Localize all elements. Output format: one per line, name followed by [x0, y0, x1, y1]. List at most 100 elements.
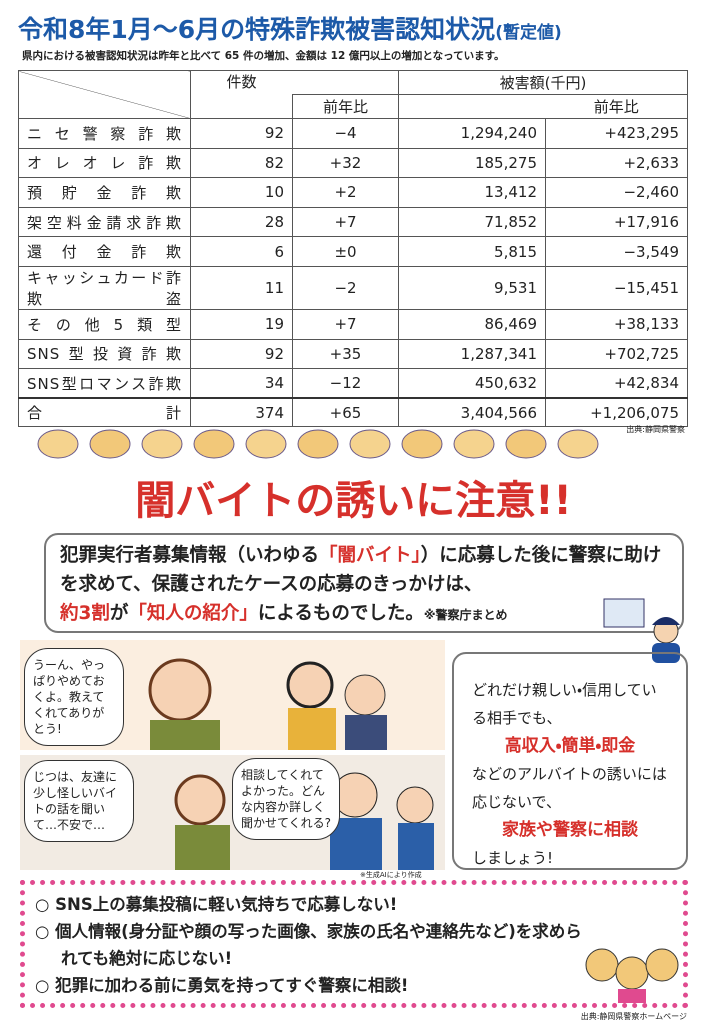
- cell: 19: [190, 308, 293, 340]
- title-text: 令和8年1月～6月の特殊詐欺被害認知状況: [18, 15, 496, 44]
- table-row: 預貯金詐欺 10 +2 13,412 −2,460: [18, 177, 688, 208]
- officer2: [396, 786, 434, 824]
- girl-body: [175, 825, 230, 870]
- mascot: [193, 429, 235, 459]
- advice-em: 高収入・簡単・即金: [504, 736, 636, 756]
- total-row: 合計 374 +65 3,404,566 +1,206,075: [18, 397, 688, 427]
- officer-body: [330, 818, 382, 870]
- title-note: (暫定値): [495, 23, 562, 43]
- mascot: [297, 429, 339, 459]
- table-row: SNS型投資詐欺 92 +35 1,287,341 +702,725: [18, 338, 688, 370]
- cell: +2: [292, 177, 399, 208]
- lead-box: 犯罪実行者募集情報（いわゆる「闇バイト」）に応募した後に警察に助けを求めて、保護…: [44, 533, 684, 633]
- cell: 1,294,240: [398, 118, 546, 149]
- mascot-body: [618, 989, 646, 1003]
- cell: +7: [292, 206, 399, 238]
- header-cell: [398, 94, 546, 119]
- mascot-row: [37, 429, 599, 459]
- header-cell: 件数: [190, 70, 293, 119]
- cell: −4: [292, 118, 399, 149]
- mascot: [585, 948, 619, 982]
- header-cell: 前年比: [545, 94, 688, 119]
- table-row: 架空料金請求詐欺 28 +7 71,852 +17,916: [18, 206, 688, 238]
- mascot: [557, 429, 599, 459]
- cell: +35: [292, 338, 399, 370]
- check-item: ○ 犯罪に加わる前に勇気を持ってすぐ警察に相談!: [35, 976, 409, 995]
- warning-title: 闇バイトの誘いに注意!!: [135, 478, 572, 524]
- cell: +17,916: [545, 206, 688, 238]
- cell: −15,451: [545, 265, 688, 310]
- mascot: [89, 429, 131, 459]
- advice-text: どれだけ親しい・信用している相手でも、: [472, 681, 657, 727]
- lead-text: 犯罪実行者募集情報（いわゆる: [60, 545, 320, 566]
- mascot: [453, 429, 495, 459]
- header-cell: 前年比: [292, 94, 399, 119]
- cell: 11: [190, 265, 293, 310]
- row-label: その他5類型: [18, 308, 191, 340]
- officer2-body: [398, 823, 434, 870]
- check-item: ○ SNS上の募集投稿に軽い気持ちで応募しない!: [35, 895, 398, 914]
- advice-box: どれだけ親しい・信用している相手でも、 高収入・簡単・即金 などのアルバイトの誘…: [452, 652, 688, 870]
- row-label: オレオレ詐欺: [18, 147, 191, 179]
- header-row: 件数 被害額(千円): [18, 70, 688, 119]
- header-row: 前年比 前年比: [19, 94, 688, 119]
- row-label: SNS型ロマンス詐欺: [18, 368, 191, 399]
- cell: +42,834: [545, 368, 688, 399]
- cell: 6: [190, 236, 293, 267]
- row-label: 預貯金詐欺: [18, 177, 191, 208]
- table-row: 還付金詐欺 6 ±0 5,815 −3,549: [18, 236, 688, 267]
- cell: 10: [190, 177, 293, 208]
- cell: +38,133: [545, 308, 688, 340]
- lead-em: 「闇バイト」: [319, 545, 421, 566]
- cell: 5,815: [398, 236, 546, 267]
- mascot: [37, 429, 79, 459]
- mascot: [505, 429, 547, 459]
- stats-table: 件数 被害額(千円) 前年比 前年比 ニセ警察詐欺 92 −4 1,294,240 +423,2…: [18, 70, 688, 427]
- advice-em: 家族や警察に相談: [502, 820, 638, 840]
- mascot: [141, 429, 183, 459]
- lead-em: 約3割: [60, 603, 110, 624]
- cell: 450,632: [398, 368, 546, 399]
- source: 出典:静岡県警察: [626, 425, 685, 434]
- row-label: ニセ警察詐欺: [18, 118, 191, 149]
- speech-bubble: うーん、やっぱりやめておくよ。教えてくれてありがとう!: [24, 648, 124, 746]
- source: 出典:静岡県警察ホームページ: [580, 1012, 687, 1021]
- boy2-body: [345, 715, 387, 750]
- cell: 92: [190, 118, 293, 149]
- speech-bubble: 相談してくれてよかった。どんな内容か詳しく聞かせてくれる?: [232, 758, 340, 840]
- row-label: 架空料金請求詐欺: [18, 206, 191, 238]
- cell: +65: [292, 397, 399, 427]
- boy2: [344, 674, 386, 716]
- corner-cell: [18, 70, 191, 119]
- check-text: 犯罪に加わる前に勇気を持ってすぐ警察に相談!: [55, 976, 409, 995]
- cell: −3,549: [545, 236, 688, 267]
- lead-text: が: [109, 603, 129, 624]
- row-label: 合計: [18, 397, 191, 427]
- mascot: [401, 429, 443, 459]
- cell: 92: [190, 338, 293, 370]
- girl-body: [150, 720, 220, 750]
- lead-text: ）に応募した後に警察に助けを求めて、保護されたケースの応募のきっかけは、: [60, 545, 662, 595]
- subtitle: 県内における被害認知状況は昨年と比べて 65 件の増加、金額は 12 億円以上の…: [22, 50, 505, 62]
- badge: [603, 598, 645, 628]
- mascots-corner: [585, 948, 679, 1003]
- header-cell: [292, 70, 399, 95]
- cell: 86,469: [398, 308, 546, 340]
- girl: [148, 658, 212, 722]
- check-text: SNS上の募集投稿に軽い気持ちで応募しない!: [55, 895, 398, 914]
- table-row: ニセ警察詐欺 92 −4 1,294,240 +423,295: [18, 118, 688, 149]
- boy: [286, 661, 334, 709]
- advice-text: などのアルバイトの誘いには応じないで、: [472, 765, 667, 811]
- cell: +2,633: [545, 147, 688, 179]
- row-label: キャッシュカード詐欺盗: [18, 265, 191, 310]
- row-label: 還付金詐欺: [18, 236, 191, 267]
- comic-note: ※生成AIにより作成: [360, 871, 422, 879]
- cell: 374: [190, 397, 293, 427]
- row-label: SNS型投資詐欺: [18, 338, 191, 370]
- cell: 3,404,566: [398, 397, 546, 427]
- cell: 1,287,341: [398, 338, 546, 370]
- cell: 34: [190, 368, 293, 399]
- table-row: オレオレ詐欺 82 +32 185,275 +2,633: [18, 147, 688, 179]
- cell: +702,725: [545, 338, 688, 370]
